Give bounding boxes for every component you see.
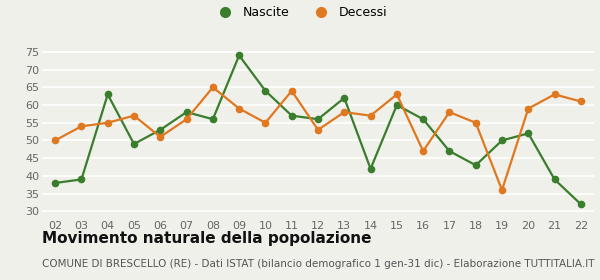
Decessi: [288, 89, 295, 92]
Legend: Nascite, Decessi: Nascite, Decessi: [213, 6, 387, 19]
Decessi: [209, 86, 217, 89]
Nascite: [393, 103, 400, 107]
Decessi: [262, 121, 269, 124]
Nascite: [367, 167, 374, 171]
Decessi: [419, 150, 427, 153]
Text: Movimento naturale della popolazione: Movimento naturale della popolazione: [42, 231, 371, 246]
Nascite: [104, 93, 112, 96]
Decessi: [341, 110, 348, 114]
Line: Decessi: Decessi: [52, 84, 584, 193]
Decessi: [314, 128, 322, 132]
Nascite: [341, 96, 348, 100]
Decessi: [446, 110, 453, 114]
Nascite: [551, 178, 558, 181]
Nascite: [52, 181, 59, 185]
Nascite: [157, 128, 164, 132]
Decessi: [130, 114, 137, 117]
Nascite: [209, 118, 217, 121]
Nascite: [78, 178, 85, 181]
Nascite: [472, 164, 479, 167]
Nascite: [130, 142, 137, 146]
Nascite: [314, 118, 322, 121]
Line: Nascite: Nascite: [52, 52, 584, 207]
Decessi: [499, 188, 506, 192]
Decessi: [157, 135, 164, 139]
Nascite: [236, 54, 243, 57]
Nascite: [419, 118, 427, 121]
Decessi: [52, 139, 59, 142]
Decessi: [577, 100, 584, 103]
Nascite: [524, 132, 532, 135]
Nascite: [446, 150, 453, 153]
Decessi: [104, 121, 112, 124]
Nascite: [499, 139, 506, 142]
Decessi: [183, 118, 190, 121]
Nascite: [262, 89, 269, 92]
Nascite: [288, 114, 295, 117]
Decessi: [78, 125, 85, 128]
Nascite: [183, 110, 190, 114]
Text: COMUNE DI BRESCELLO (RE) - Dati ISTAT (bilancio demografico 1 gen-31 dic) - Elab: COMUNE DI BRESCELLO (RE) - Dati ISTAT (b…: [42, 259, 595, 269]
Nascite: [577, 202, 584, 206]
Decessi: [472, 121, 479, 124]
Decessi: [551, 93, 558, 96]
Decessi: [236, 107, 243, 110]
Decessi: [524, 107, 532, 110]
Decessi: [393, 93, 400, 96]
Decessi: [367, 114, 374, 117]
